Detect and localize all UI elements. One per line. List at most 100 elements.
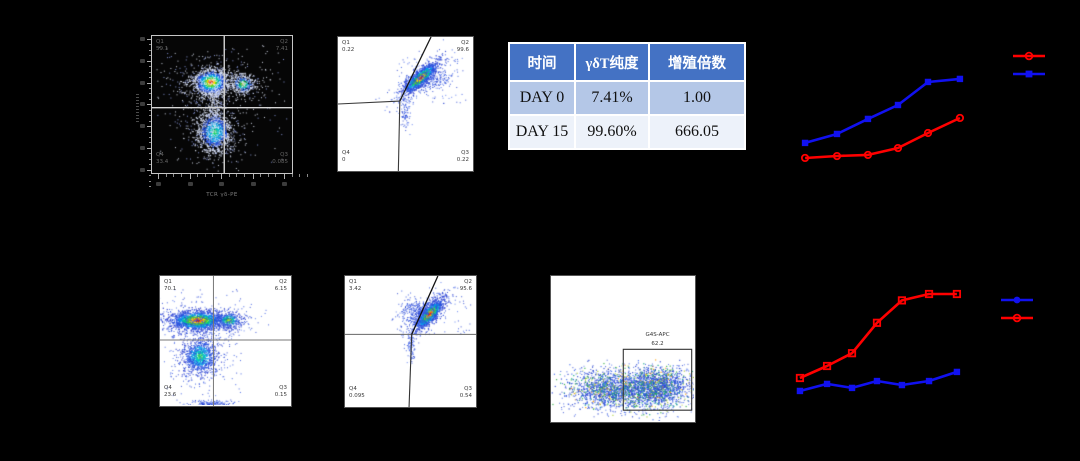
axis-tick xyxy=(156,182,161,186)
axis-tick xyxy=(149,77,151,78)
marker-open-square xyxy=(952,289,962,299)
marker-open-circle xyxy=(893,143,903,153)
axis-tick xyxy=(147,104,151,106)
marker-filled-square xyxy=(801,139,809,147)
marker-filled-square xyxy=(873,377,881,385)
series-line-red xyxy=(805,116,961,160)
axis-tick xyxy=(180,174,182,177)
cell-day15-time: DAY 15 xyxy=(508,114,576,150)
cell-day0-time: DAY 0 xyxy=(508,80,576,116)
scatter-canvas xyxy=(152,36,291,172)
marker-open-square xyxy=(847,349,857,358)
table-header-fold: 增殖倍数 xyxy=(648,42,746,82)
axis-tick xyxy=(149,186,151,187)
flow-plot-day15-purity: Q1 0.22 Q2 99.6 Q3 0.22 Q4 0 xyxy=(337,36,474,172)
axis-tick xyxy=(147,60,151,62)
axis-tick xyxy=(282,182,287,186)
axis-tick xyxy=(243,174,245,177)
axis-tick xyxy=(149,153,151,155)
gate-label: G4S-APC 62.2 xyxy=(645,332,670,347)
axis-tick xyxy=(149,93,151,95)
axis-tick xyxy=(149,88,151,89)
marker-open-square xyxy=(872,318,882,327)
axis-tick xyxy=(189,174,191,179)
axis-tick xyxy=(140,80,145,85)
axis-tick xyxy=(140,124,145,129)
axis-tick xyxy=(187,182,193,186)
gate-rectangle xyxy=(551,276,695,422)
axis-tick xyxy=(158,174,159,179)
axis-tick xyxy=(221,174,222,179)
series-line-red xyxy=(799,292,957,380)
quadrant-q1-label: Q1 70.1 xyxy=(164,279,177,293)
series-line-blue xyxy=(804,77,961,145)
table-header-row: 时间 γδT纯度 增殖倍数 xyxy=(508,42,746,82)
scatter-canvas xyxy=(551,276,694,421)
table-row-day0: DAY 0 7.41% 1.00 xyxy=(508,80,746,116)
marker-open-square xyxy=(897,296,907,305)
quadrant-q3-label: Q3 0.22 xyxy=(456,149,469,163)
axis-tick xyxy=(140,146,145,150)
table-header-purity: γδT纯度 xyxy=(574,42,650,82)
axis-tick xyxy=(267,174,269,177)
x-axis-label: TCR γδ-PE xyxy=(206,192,238,198)
axis-tick xyxy=(149,137,151,138)
axis-tick xyxy=(250,182,256,186)
quadrant-q4-label: Q4 0.095 xyxy=(349,385,365,399)
axis-tick xyxy=(291,174,293,177)
axis-tick xyxy=(149,49,151,51)
quadrant-gates xyxy=(338,37,473,171)
marker-open-circle xyxy=(1012,313,1022,323)
quadrant-q1-label: Q1 3.42 xyxy=(349,279,362,293)
scatter-canvas xyxy=(338,37,472,170)
flow-plot-g4s-apc: G4S-APC 62.2 xyxy=(550,275,696,423)
marker-filled-square xyxy=(823,380,831,388)
marker-open-square xyxy=(924,289,934,299)
chart-legend-percentage xyxy=(1000,293,1034,325)
axis-tick xyxy=(140,102,145,107)
table-row-day15: DAY 15 99.60% 666.05 xyxy=(508,114,746,150)
axis-tick xyxy=(173,174,174,177)
cell-day15-purity: 99.60% xyxy=(574,114,650,150)
axis-tick xyxy=(149,131,151,133)
marker-filled-square xyxy=(833,130,841,138)
marker-open-square xyxy=(822,361,832,371)
flow-plot-day0: Q1 59.1 Q2 7.41 Q3 0.085 Q4 33.4 TCR γδ-… xyxy=(136,35,308,198)
axis-tick xyxy=(149,98,151,100)
line-chart-percentage xyxy=(795,289,962,395)
marker-open-circle xyxy=(832,151,842,161)
scatter-canvas xyxy=(160,276,290,405)
axis-tick xyxy=(197,174,198,177)
axis-tick xyxy=(147,169,151,171)
cell-day0-purity: 7.41% xyxy=(574,80,650,116)
quadrant-gates xyxy=(160,276,291,406)
y-axis-label-smudge xyxy=(136,93,139,124)
axis-tick xyxy=(140,58,145,63)
axis-tick xyxy=(140,37,145,41)
marker-open-circle xyxy=(800,153,810,163)
quadrant-q2-label: Q2 6.15 xyxy=(274,279,287,293)
legend-entry xyxy=(1001,313,1033,323)
axis-tick xyxy=(147,39,151,40)
quadrant-q1-label: Q1 0.22 xyxy=(342,40,355,54)
marker-filled-square xyxy=(956,75,964,83)
cell-day15-fold: 666.05 xyxy=(648,114,746,150)
axis-tick xyxy=(212,174,213,177)
quadrant-q2-label: Q2 95.6 xyxy=(459,279,472,293)
axis-tick xyxy=(149,44,151,46)
axis-tick xyxy=(284,174,285,179)
axis-tick xyxy=(149,158,151,160)
marker-filled-square xyxy=(953,368,961,376)
axis-tick xyxy=(149,142,151,144)
axis-tick xyxy=(252,174,254,179)
table-header-time: 时间 xyxy=(508,42,576,82)
axis-tick xyxy=(306,174,308,177)
quadrant-q3-label: Q3 0.54 xyxy=(459,385,472,399)
axis-tick xyxy=(149,55,151,57)
marker-open-circle xyxy=(955,113,965,123)
marker-filled-circle xyxy=(1013,296,1021,304)
axis-tick xyxy=(149,71,151,73)
axis-tick xyxy=(149,120,151,122)
line-chart-growth xyxy=(800,75,965,163)
quadrant-q2-label: Q2 99.6 xyxy=(456,40,469,54)
